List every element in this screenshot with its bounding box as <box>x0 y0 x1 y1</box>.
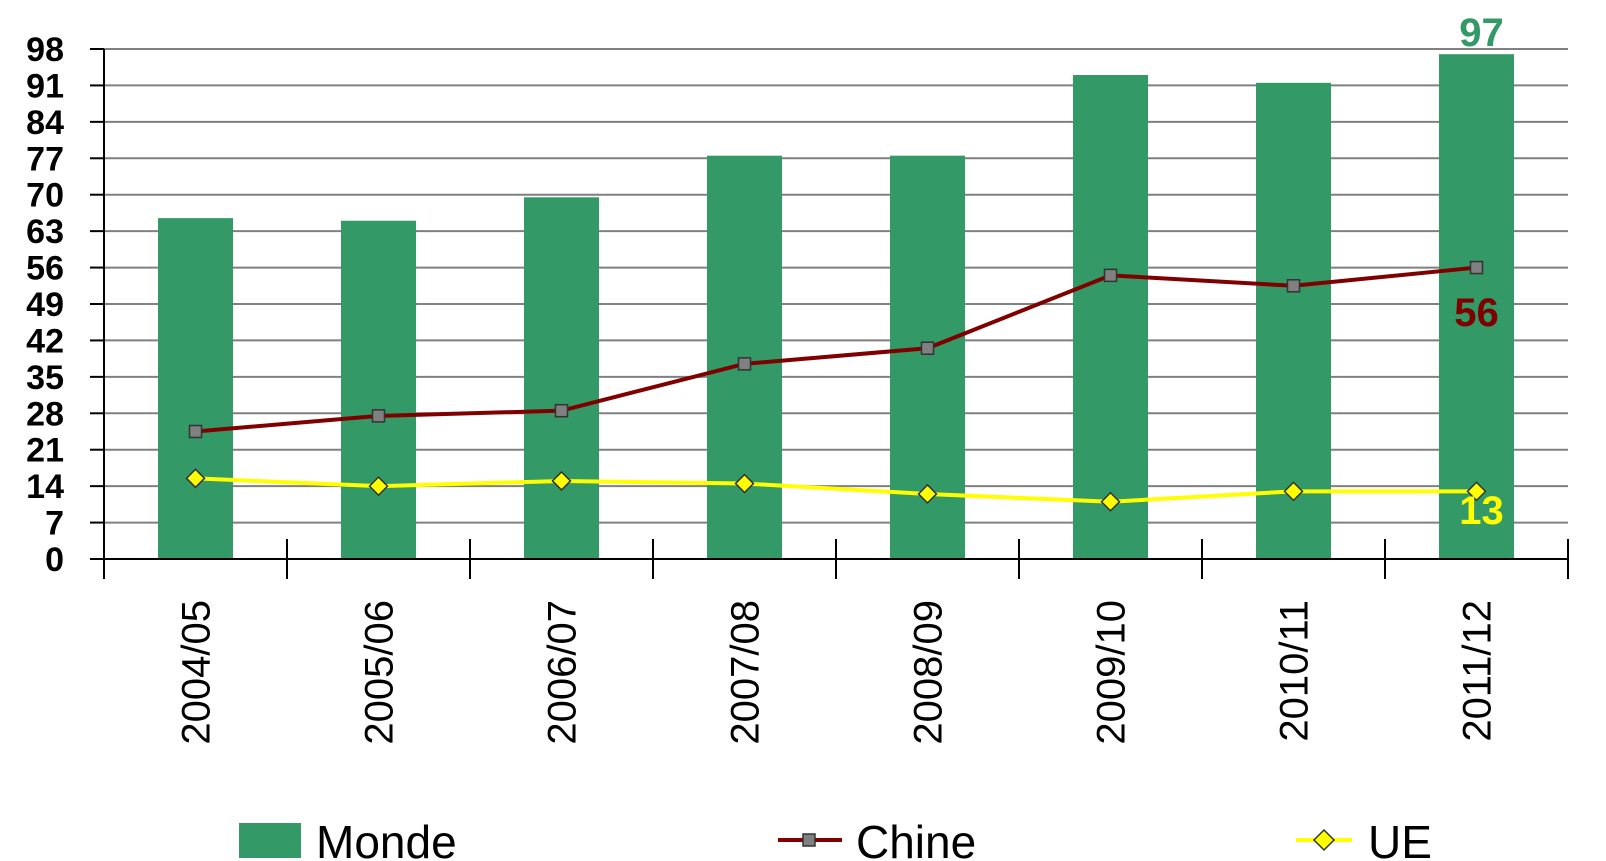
x-tick-label: 2007/08 <box>724 600 768 745</box>
bar-monde <box>1255 82 1332 559</box>
point-ue <box>734 473 755 494</box>
y-tick-label: 21 <box>26 432 64 470</box>
legend-marker-ue <box>1312 828 1336 852</box>
point-ue <box>368 476 389 497</box>
point-chine <box>371 409 386 423</box>
y-tick-label: 77 <box>26 140 64 178</box>
point-chine <box>554 403 569 418</box>
legend-swatch-monde <box>239 823 301 858</box>
bar-monde <box>523 197 600 559</box>
y-tick-label: 98 <box>26 31 64 69</box>
x-tick-label: 2010/11 <box>1273 600 1317 742</box>
legend-marker-chine <box>802 833 816 847</box>
x-tick-label: 2008/09 <box>907 600 951 745</box>
line-chine <box>195 265 1477 434</box>
y-tick-label: 84 <box>26 104 64 142</box>
legend-label-ue: UE <box>1368 816 1432 861</box>
y-tick-label: 28 <box>26 395 64 433</box>
x-tick-label: 2009/10 <box>1090 600 1134 745</box>
bar-monde <box>157 218 234 559</box>
point-ue <box>185 468 206 489</box>
y-tick-label: 70 <box>26 177 64 215</box>
x-tick-label: 2006/07 <box>541 600 585 745</box>
bar-monde <box>340 220 417 560</box>
point-ue <box>1466 481 1487 502</box>
bars-monde <box>157 54 1515 560</box>
y-tick-label: 91 <box>26 67 64 105</box>
y-tick-label: 42 <box>26 322 64 360</box>
point-ue <box>1283 481 1304 502</box>
x-tick-label: 2004/05 <box>175 600 219 745</box>
legend-label-monde: Monde <box>316 816 457 861</box>
y-tick-label: 63 <box>26 213 64 251</box>
y-tick-label: 35 <box>26 359 64 397</box>
point-chine <box>1103 268 1118 283</box>
x-tick-label: 2005/06 <box>358 600 402 745</box>
y-tick-label: 7 <box>45 505 64 543</box>
data-label-ue: 13 <box>1459 489 1504 533</box>
point-chine <box>737 357 752 371</box>
point-ue <box>917 483 938 505</box>
series-lines <box>185 260 1487 512</box>
data-labels: 97 56 13 <box>1454 11 1504 533</box>
line-ue <box>195 476 1477 504</box>
x-tick-label: 2011/12 <box>1456 600 1500 742</box>
legend: Monde Chine UE <box>239 816 1432 861</box>
y-tick-label: 14 <box>26 468 64 506</box>
point-chine <box>920 341 935 355</box>
legend-label-chine: Chine <box>856 816 976 861</box>
point-chine <box>1469 260 1484 275</box>
bar-monde <box>1438 54 1515 560</box>
point-chine <box>1286 279 1301 293</box>
point-ue <box>1100 491 1121 512</box>
point-ue <box>551 470 572 491</box>
data-label-monde: 97 <box>1459 11 1504 55</box>
y-tick-label: 49 <box>26 286 64 324</box>
bar-monde <box>1072 75 1149 559</box>
gridlines <box>104 48 1568 524</box>
data-label-chine: 56 <box>1454 291 1499 335</box>
y-tick-label: 56 <box>26 250 64 288</box>
point-chine <box>188 424 203 439</box>
y-tick-label: 0 <box>45 541 64 579</box>
